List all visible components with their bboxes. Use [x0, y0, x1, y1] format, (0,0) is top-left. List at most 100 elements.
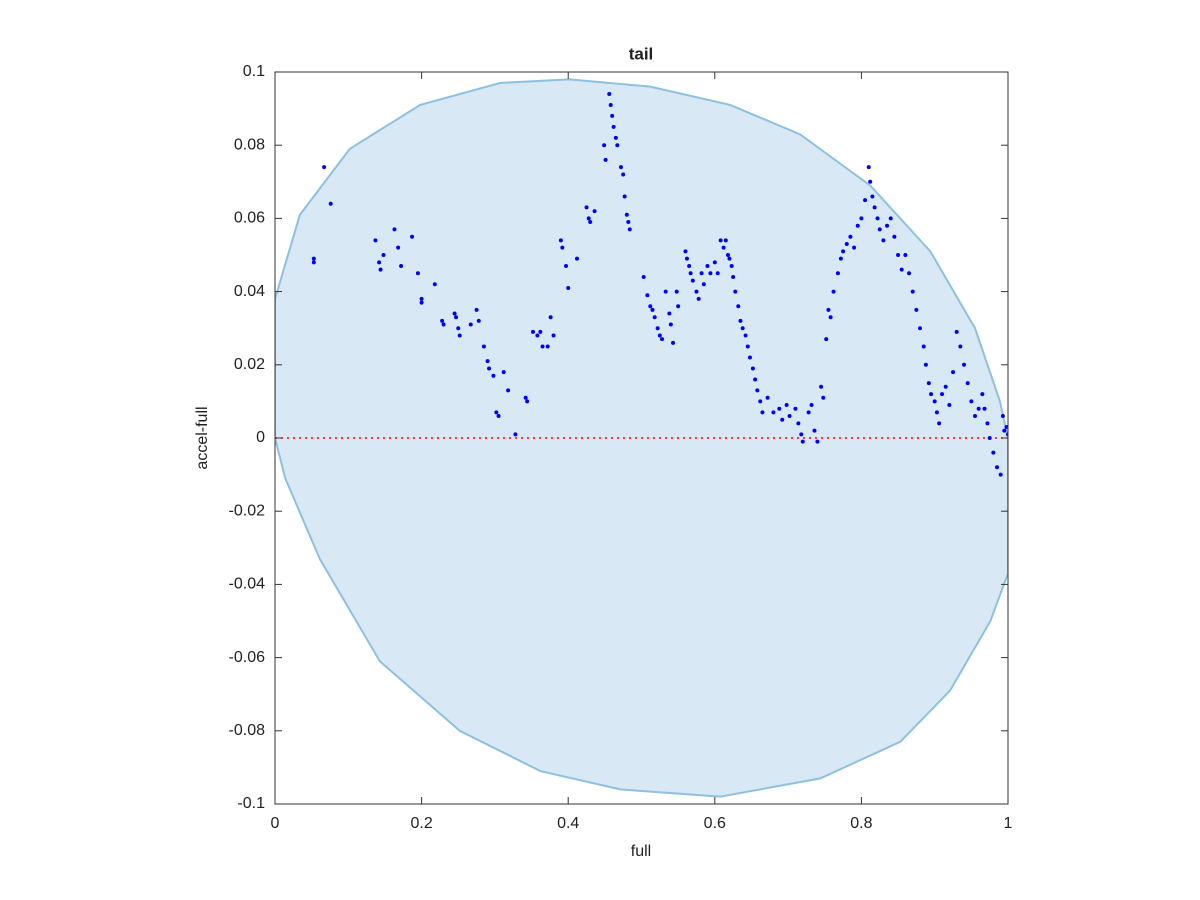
data-point [866, 165, 871, 170]
data-point [740, 326, 745, 331]
data-point [674, 289, 679, 294]
data-point [491, 373, 496, 378]
data-point [750, 366, 755, 371]
data-point [892, 234, 897, 239]
data-point [652, 315, 657, 320]
y-tick-label: 0.08 [234, 136, 265, 153]
data-point [723, 238, 728, 243]
data-point [683, 249, 688, 254]
data-point [875, 216, 880, 221]
data-point [926, 381, 931, 386]
data-point [951, 370, 956, 375]
data-point [311, 260, 316, 265]
data-point [929, 392, 934, 397]
data-point [998, 472, 1003, 477]
data-point [476, 318, 481, 323]
x-tick-label: 0 [271, 815, 280, 832]
y-axis-label: accel-full [194, 406, 211, 469]
data-point [558, 238, 563, 243]
data-point [525, 399, 530, 404]
data-point [611, 124, 616, 129]
data-point [747, 355, 752, 360]
data-point [613, 135, 618, 140]
data-point [610, 113, 615, 118]
y-tick-label: -0.1 [237, 795, 265, 812]
data-point [440, 318, 445, 323]
y-tick-label: 0.06 [234, 210, 265, 227]
data-point [780, 417, 785, 422]
data-point [496, 414, 501, 419]
data-point [615, 143, 620, 148]
data-point [415, 271, 420, 276]
data-point [671, 340, 676, 345]
data-point [668, 322, 673, 327]
data-point [721, 245, 726, 250]
data-point [457, 333, 462, 338]
data-point [687, 263, 692, 268]
data-point [958, 344, 963, 349]
data-point [828, 315, 833, 320]
data-point [835, 271, 840, 276]
data-point [566, 285, 571, 290]
data-point [872, 205, 877, 210]
data-point [976, 406, 981, 411]
data-point [863, 198, 868, 203]
data-point [838, 256, 843, 261]
data-point [727, 256, 732, 261]
data-point [676, 304, 681, 309]
data-point [743, 333, 748, 338]
data-point [809, 403, 814, 408]
y-tick-label: 0 [256, 429, 265, 446]
data-point [641, 274, 646, 279]
data-point [378, 267, 383, 272]
data-point [903, 253, 908, 257]
data-point [618, 165, 623, 170]
data-point [962, 362, 967, 367]
data-point [800, 439, 805, 444]
data-point [708, 271, 713, 276]
chart-title: tail [629, 44, 654, 63]
data-point [1004, 425, 1008, 430]
data-point [793, 406, 798, 411]
data-point [608, 102, 613, 107]
data-point [456, 326, 461, 331]
data-point [844, 242, 849, 247]
data-point [715, 271, 720, 276]
data-point [736, 304, 741, 309]
data-point [738, 318, 743, 323]
data-point [432, 282, 437, 287]
data-point [1002, 428, 1007, 433]
y-tick-label: 0.02 [234, 356, 265, 373]
data-point [650, 307, 655, 312]
data-point [468, 322, 473, 327]
x-tick-label: 1 [1004, 815, 1013, 832]
data-point [725, 253, 730, 257]
data-point [657, 333, 662, 338]
y-tick-label: 0.04 [234, 283, 265, 300]
data-point [485, 359, 490, 364]
data-point [667, 311, 672, 316]
data-point [392, 227, 397, 232]
data-point [322, 165, 327, 170]
data-point [896, 253, 901, 257]
data-point [494, 410, 499, 415]
data-point [624, 212, 629, 217]
data-point [603, 157, 608, 162]
data-point [705, 263, 710, 268]
data-point [765, 395, 770, 400]
data-point [899, 267, 904, 272]
data-point [454, 315, 459, 320]
data-point [870, 194, 875, 199]
data-point [399, 263, 404, 268]
x-tick-label: 0.6 [704, 815, 726, 832]
data-point [419, 300, 424, 305]
data-point [943, 384, 948, 389]
data-point [481, 344, 486, 349]
data-point [991, 450, 996, 455]
data-point [885, 223, 890, 228]
data-point [907, 271, 912, 276]
data-point [564, 263, 569, 268]
data-point [645, 293, 650, 298]
data-point [821, 395, 826, 400]
data-point [787, 414, 792, 419]
